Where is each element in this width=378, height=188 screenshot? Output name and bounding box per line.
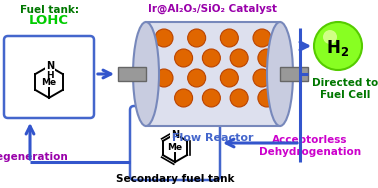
Text: H: H — [46, 71, 54, 80]
Circle shape — [155, 69, 173, 87]
Ellipse shape — [133, 22, 159, 126]
Circle shape — [253, 69, 271, 87]
Circle shape — [187, 29, 206, 47]
Circle shape — [175, 49, 193, 67]
Text: Ir@Al₂O₃/SiO₂ Catalyst: Ir@Al₂O₃/SiO₂ Catalyst — [149, 4, 277, 14]
Bar — [146, 22, 280, 126]
Circle shape — [220, 69, 239, 87]
Text: Me: Me — [167, 143, 183, 152]
Text: $\mathbf{H_2}$: $\mathbf{H_2}$ — [327, 38, 350, 58]
Text: Regeneration: Regeneration — [0, 152, 68, 162]
Circle shape — [202, 49, 220, 67]
Circle shape — [253, 29, 271, 47]
Circle shape — [314, 22, 362, 70]
Circle shape — [230, 89, 248, 107]
Circle shape — [175, 89, 193, 107]
Text: Flow Reactor: Flow Reactor — [172, 133, 254, 143]
Circle shape — [258, 89, 276, 107]
Text: LOHC: LOHC — [29, 14, 69, 27]
FancyBboxPatch shape — [4, 36, 94, 118]
Text: Secondary fuel tank: Secondary fuel tank — [116, 174, 234, 184]
Circle shape — [323, 30, 337, 44]
Text: Acceptorless
Dehydrogenation: Acceptorless Dehydrogenation — [259, 135, 361, 157]
Text: Directed to
Fuel Cell: Directed to Fuel Cell — [312, 78, 378, 100]
Text: Me: Me — [42, 78, 57, 87]
Circle shape — [220, 29, 239, 47]
Ellipse shape — [267, 22, 293, 126]
FancyBboxPatch shape — [130, 106, 220, 180]
Circle shape — [202, 89, 220, 107]
Circle shape — [187, 69, 206, 87]
Circle shape — [155, 29, 173, 47]
Text: Fuel tank:: Fuel tank: — [20, 5, 79, 15]
Circle shape — [230, 49, 248, 67]
Bar — [280, 67, 308, 81]
Text: N: N — [46, 61, 54, 71]
Text: N: N — [171, 130, 179, 140]
Bar — [118, 67, 146, 81]
Circle shape — [258, 49, 276, 67]
